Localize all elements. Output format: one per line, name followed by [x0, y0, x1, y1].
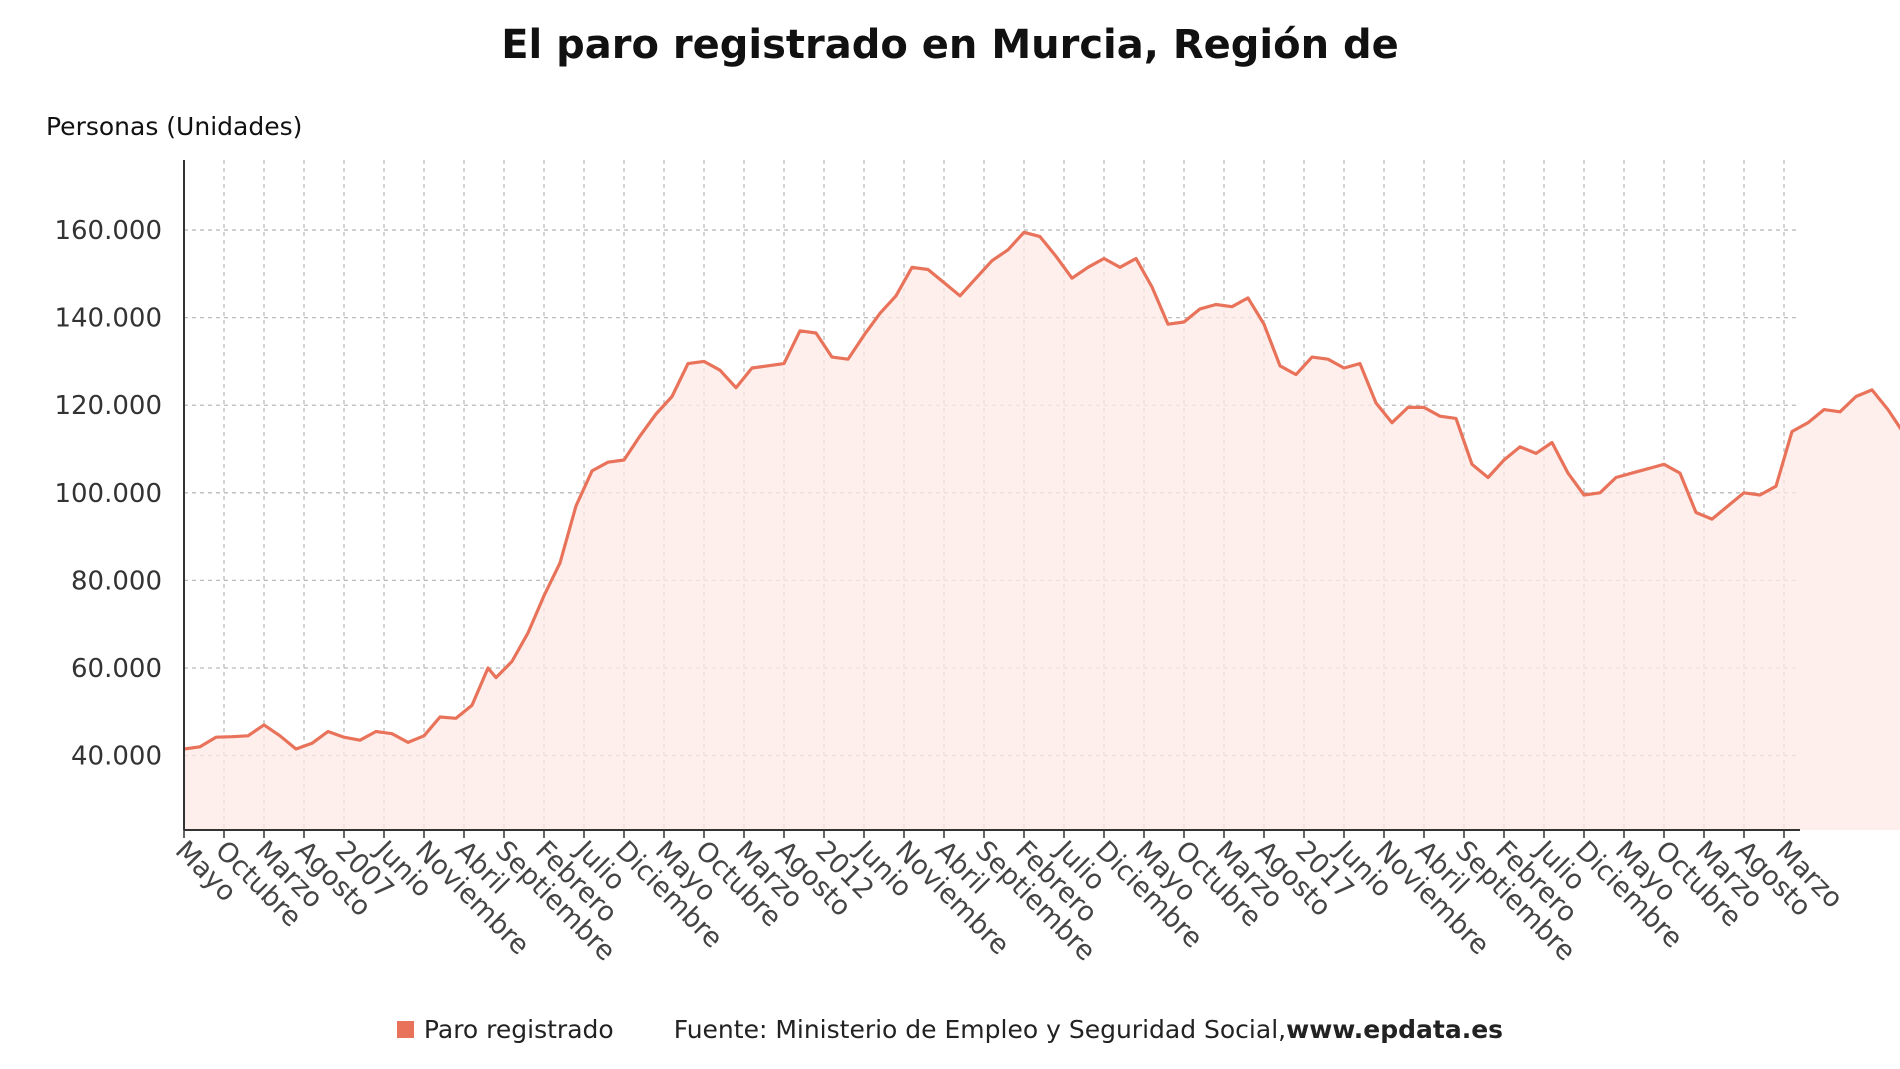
y-tick-label: 80.000 — [71, 566, 162, 596]
series-line-paro-registrado — [183, 230, 1900, 751]
legend-label: Paro registrado — [423, 1015, 614, 1044]
y-tick-label: 140.000 — [54, 304, 162, 334]
legend-swatch — [396, 1021, 414, 1038]
source-link[interactable]: www.epdata.es — [1286, 1015, 1504, 1044]
y-tick-label: 100.000 — [54, 479, 162, 509]
line-chart: 40.000 60.000 80.000 100.000 120.000 140.000 1… — [54, 160, 1900, 967]
y-tick-label: 40.000 — [71, 742, 162, 772]
series-area-paro-registrado — [184, 232, 1900, 830]
legend: Paro registrado Fuente: Ministerio de Em… — [0, 1015, 1900, 1044]
y-tick-label: 60.000 — [71, 654, 162, 684]
y-tick-label: 160.000 — [54, 216, 162, 246]
source-text: Fuente: Ministerio de Empleo y Seguridad… — [673, 1015, 1287, 1044]
y-tick-label: 120.000 — [54, 391, 162, 421]
chart-title: El paro registrado en Murcia, Región de — [501, 22, 1399, 68]
y-axis-unit-label: Personas (Unidades) — [46, 112, 303, 141]
